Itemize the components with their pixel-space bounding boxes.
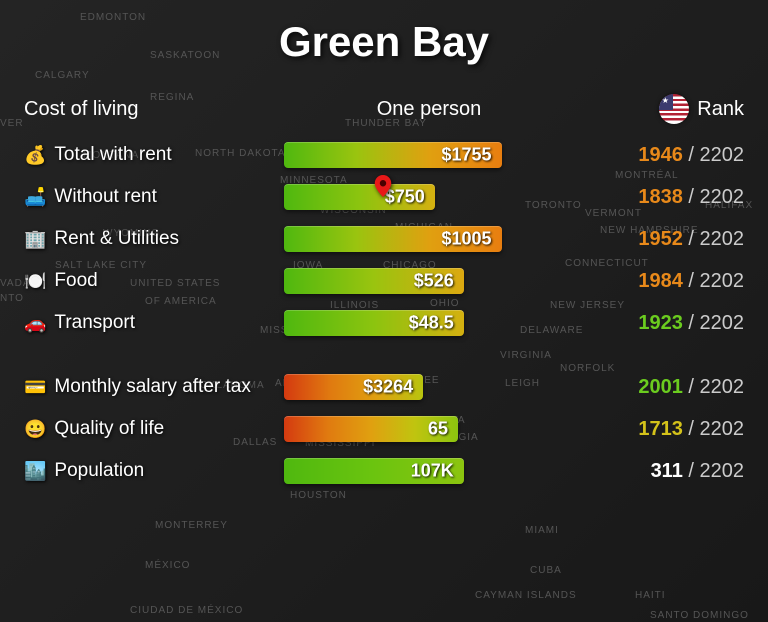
metric-bar: $1755 (284, 142, 502, 168)
metric-rank: 1713 / 2202 (574, 418, 744, 441)
rank-number: 1923 (638, 312, 683, 334)
metric-icon: 🏢 (24, 229, 46, 250)
metric-value: $3264 (363, 377, 413, 398)
metric-label-text: Population (54, 460, 144, 482)
rank-total: / 2202 (683, 186, 744, 208)
location-pin-icon (372, 172, 392, 192)
metric-label-text: Quality of life (54, 418, 164, 440)
metric-value: $1755 (441, 145, 491, 166)
metric-bar: $3264 (284, 374, 423, 400)
metric-bar-wrap: $1005 (284, 226, 574, 252)
header-rank-label: Rank (697, 98, 744, 121)
metric-rank: 1946 / 2202 (574, 144, 744, 167)
header-rank: Rank (574, 94, 744, 124)
metric-label: 🚗 Transport (24, 312, 284, 334)
rank-number: 1838 (638, 186, 683, 208)
metric-bar: $1005 (284, 226, 502, 252)
metric-label: 🍽️ Food (24, 270, 284, 292)
metric-label: 🏙️ Population (24, 460, 284, 482)
metric-bar-wrap: $526 (284, 268, 574, 294)
rank-number: 1984 (638, 270, 683, 292)
metric-icon: 🏙️ (24, 461, 46, 482)
rank-number: 1952 (638, 228, 683, 250)
page-title: Green Bay (24, 18, 744, 66)
rank-total: / 2202 (683, 460, 744, 482)
metric-label-text: Monthly salary after tax (54, 376, 250, 398)
metric-value: $48.5 (409, 313, 454, 334)
metric-row: 🚗 Transport $48.5 1923 / 2202 (24, 308, 744, 338)
metric-label: 💰 Total with rent (24, 144, 284, 166)
metric-value: 107K (411, 461, 454, 482)
metric-rank: 1838 / 2202 (574, 186, 744, 209)
metric-bar-wrap: 107K (284, 458, 574, 484)
metric-rank: 311 / 2202 (574, 460, 744, 483)
rank-total: / 2202 (683, 418, 744, 440)
metric-rank: 1984 / 2202 (574, 270, 744, 293)
rank-number: 311 (651, 460, 683, 482)
metric-row: 💳 Monthly salary after tax $3264 2001 / 220… (24, 372, 744, 402)
content-panel: Green Bay Cost of living One person Rank… (0, 0, 768, 622)
metric-label-text: Food (54, 270, 97, 292)
header-cost-of-living: Cost of living (24, 98, 284, 121)
metric-bar: $48.5 (284, 310, 464, 336)
metric-label-text: Rent & Utilities (54, 228, 179, 250)
metric-icon: 😀 (24, 419, 46, 440)
metric-label: 💳 Monthly salary after tax (24, 376, 284, 398)
rank-number: 1713 (638, 418, 683, 440)
metric-rank: 1923 / 2202 (574, 312, 744, 335)
metric-bar: $526 (284, 268, 464, 294)
metric-icon: 🍽️ (24, 271, 46, 292)
metric-value: $1005 (441, 229, 491, 250)
metric-bar: 65 (284, 416, 458, 442)
metric-icon: 💳 (24, 377, 46, 398)
rank-total: / 2202 (683, 376, 744, 398)
metric-label-text: Total with rent (54, 144, 171, 166)
metric-bar: $750 (284, 184, 435, 210)
metric-icon: 🛋️ (24, 187, 46, 208)
metric-rank: 1952 / 2202 (574, 228, 744, 251)
metric-label: 🛋️ Without rent (24, 186, 284, 208)
header-one-person: One person (284, 98, 574, 121)
metric-label: 😀 Quality of life (24, 418, 284, 440)
rank-total: / 2202 (683, 270, 744, 292)
rank-total: / 2202 (683, 144, 744, 166)
rank-number: 1946 (638, 144, 683, 166)
metric-bar-wrap: $750 (284, 184, 574, 210)
rank-total: / 2202 (683, 312, 744, 334)
us-flag-icon (659, 94, 689, 124)
metric-value: 65 (428, 419, 448, 440)
metric-row: 😀 Quality of life 65 1713 / 2202 (24, 414, 744, 444)
metric-bar: 107K (284, 458, 464, 484)
metric-row: 🏢 Rent & Utilities $1005 1952 / 2202 (24, 224, 744, 254)
metric-icon: 🚗 (24, 313, 46, 334)
metric-row: 🍽️ Food $526 1984 / 2202 (24, 266, 744, 296)
metric-rank: 2001 / 2202 (574, 376, 744, 399)
metric-icon: 💰 (24, 145, 46, 166)
metric-row: 🏙️ Population 107K 311 / 2202 (24, 456, 744, 486)
metric-bar-wrap: $48.5 (284, 310, 574, 336)
rank-number: 2001 (638, 376, 683, 398)
rank-total: / 2202 (683, 228, 744, 250)
metric-bar-wrap: 65 (284, 416, 574, 442)
column-headers: Cost of living One person Rank (24, 94, 744, 124)
metric-label-text: Transport (54, 312, 135, 334)
metric-label: 🏢 Rent & Utilities (24, 228, 284, 250)
metric-bar-wrap: $1755 (284, 142, 574, 168)
metric-bar-wrap: $3264 (284, 374, 574, 400)
metric-value: $526 (414, 271, 454, 292)
metric-label-text: Without rent (54, 186, 156, 208)
metric-row: 💰 Total with rent $1755 1946 / 2202 (24, 140, 744, 170)
